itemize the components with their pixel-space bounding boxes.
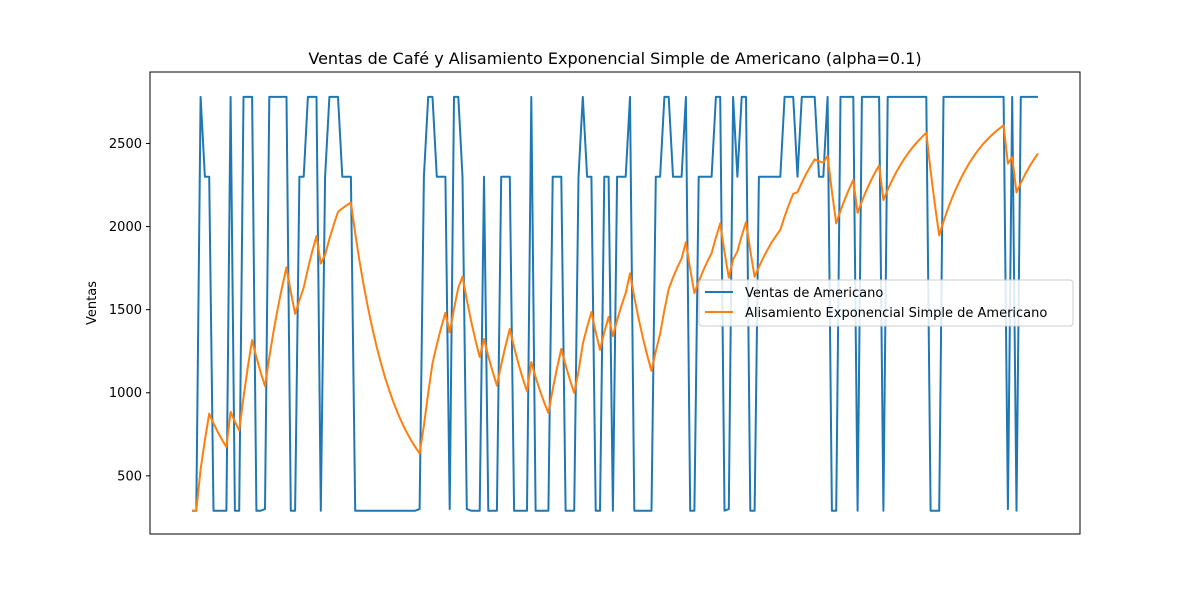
y-tick-label: 1500: [109, 303, 142, 318]
y-tick-label: 1000: [109, 386, 142, 401]
y-axis-label: Ventas: [85, 281, 100, 325]
series-line-ventas: [192, 95, 1038, 512]
legend-label-ventas: Ventas de Americano: [745, 286, 883, 301]
legend-box: [698, 279, 1074, 327]
series-layer: [192, 95, 1039, 512]
y-axis-ticks: 500 1000 1500 2000 2500: [109, 137, 150, 484]
y-tick-label: 2000: [109, 220, 142, 235]
plot-area-frame: [149, 71, 1081, 535]
series-line-alisamiento: [192, 124, 1039, 512]
legend-label-alisamiento: Alisamiento Exponencial Simple de Americ…: [745, 306, 1047, 321]
chart-title: Ventas de Café y Alisamiento Exponencial…: [308, 49, 921, 68]
legend: Ventas de Americano Alisamiento Exponenc…: [698, 279, 1074, 327]
y-tick-label: 2500: [109, 137, 142, 152]
y-tick-label: 500: [117, 469, 142, 484]
